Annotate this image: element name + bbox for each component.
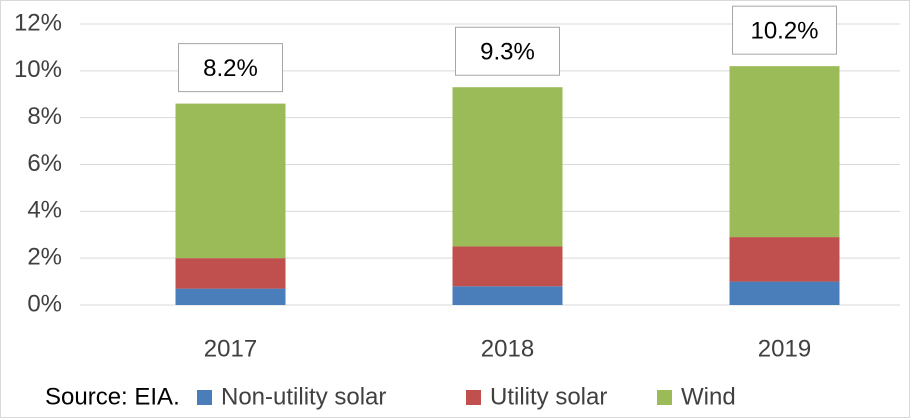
y-tick-label: 10% <box>14 56 62 83</box>
x-tick-label: 2018 <box>481 335 534 362</box>
bar-segment <box>729 237 840 282</box>
x-tick-label: 2019 <box>758 335 811 362</box>
bar-segment <box>452 87 563 247</box>
legend-swatch <box>466 390 481 405</box>
bar-segment <box>175 288 286 305</box>
annotation-box <box>732 5 837 55</box>
legend-label: Non-utility solar <box>221 383 386 410</box>
annotation: 9.3% <box>480 39 535 66</box>
bar-segment <box>175 103 286 259</box>
annotation-box <box>455 26 560 76</box>
y-tick-label: 4% <box>27 197 62 224</box>
y-tick-label: 6% <box>27 150 62 177</box>
annotation: 10.2% <box>750 17 818 44</box>
legend-label: Utility solar <box>490 383 607 410</box>
legend-swatch <box>657 390 672 405</box>
annotation: 8.2% <box>203 55 258 82</box>
legend-label: Wind <box>681 383 736 410</box>
source: Source: EIA. <box>45 383 180 410</box>
bar-segment <box>452 246 563 287</box>
annotation-box <box>178 43 283 93</box>
y-tick-label: 2% <box>27 244 62 271</box>
bar-segment <box>175 258 286 289</box>
y-tick-label: 0% <box>27 290 62 317</box>
bar-segment <box>452 286 563 305</box>
y-tick-label: 8% <box>27 103 62 130</box>
y-tick-label: 12% <box>14 9 62 36</box>
x-tick-label: 2017 <box>204 335 257 362</box>
legend-swatch <box>197 390 212 405</box>
bar-segment <box>729 66 840 238</box>
bar-segment <box>729 281 840 305</box>
